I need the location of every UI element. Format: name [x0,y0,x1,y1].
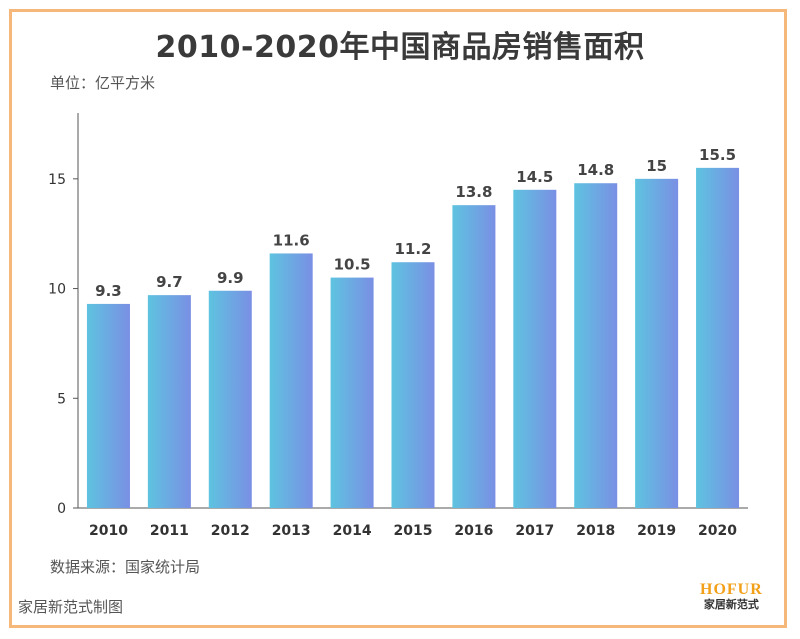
brand-logo: HOFUR 家居新范式 [700,582,763,612]
x-tick-label: 2015 [394,523,433,539]
y-tick-label: 15 [48,172,66,188]
footer-credit: 家居新范式制图 [18,598,124,616]
data-source: 数据来源：国家统计局 [50,558,201,576]
x-tick-label: 2010 [89,523,128,539]
bar [513,189,557,509]
bar [574,183,618,508]
bar [208,290,252,508]
logo-text-en: HOFUR [700,581,763,598]
bar-value-label: 11.2 [394,240,431,258]
x-tick-label: 2018 [576,523,615,539]
bar [330,277,374,508]
bar-value-label: 14.8 [577,161,614,179]
bar-value-label: 15 [646,157,667,175]
bar-value-label: 10.5 [334,256,371,274]
x-tick-label: 2012 [211,523,250,539]
x-tick-label: 2013 [272,523,311,539]
bar [696,167,740,508]
chart-title: 2010-2020年中国商品房销售面积 [155,30,645,65]
x-tick-label: 2017 [515,523,554,539]
bar [635,178,679,509]
chart-bars: 9.3 2010 9.7 2011 9.9 2012 11.6 2013 10.5 2014 11.… [86,146,740,539]
y-tick-label: 10 [48,282,66,298]
bar [269,253,313,508]
bar-value-label: 9.3 [95,282,122,300]
y-tick-label: 0 [57,501,66,517]
bar-value-label: 9.7 [156,273,183,291]
bar-value-label: 14.5 [516,168,553,186]
bar [147,295,191,508]
bar-value-label: 15.5 [699,146,736,164]
bar [391,262,435,508]
x-tick-label: 2019 [637,523,676,539]
bar-value-label: 11.6 [273,231,310,249]
x-tick-label: 2016 [454,523,493,539]
unit-label: 单位：亿平方米 [50,74,156,92]
x-tick-label: 2011 [150,523,189,539]
x-tick-label: 2020 [698,523,737,539]
bar-value-label: 13.8 [455,183,492,201]
y-tick-label: 5 [57,391,66,407]
x-tick-label: 2014 [333,523,372,539]
bar-value-label: 9.9 [217,269,244,287]
logo-text-cn: 家居新范式 [703,598,759,611]
bar [452,205,496,508]
bar [86,303,130,508]
